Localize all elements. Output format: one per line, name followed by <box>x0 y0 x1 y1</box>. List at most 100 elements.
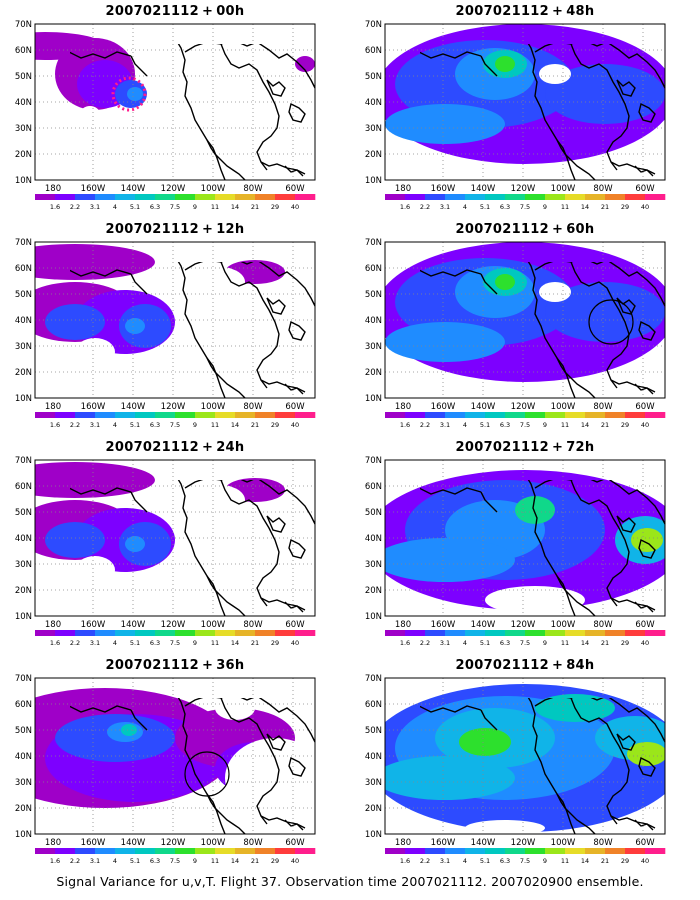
colorbar-swatch <box>605 194 626 200</box>
variance-contour <box>631 528 663 552</box>
colorbar-tick-label: 6.3 <box>150 421 160 429</box>
colorbar-tick-label: 4 <box>113 857 117 865</box>
lon-label: 100W <box>551 184 576 194</box>
no-signal-area <box>145 32 205 56</box>
lat-lon-grid <box>35 24 315 180</box>
colorbar-tick-label: 29 <box>271 857 279 865</box>
colorbar-tick-label: 3.1 <box>440 203 450 211</box>
lat-lon-grid <box>35 242 315 398</box>
map-panel-72h: 2007021112 +72h 10N 20N 30N 40N 50N 60N 70N 180 16… <box>350 440 700 658</box>
panel-time: 2007021112 <box>105 658 199 673</box>
colorbar-tick-label: 21 <box>601 203 609 211</box>
lon-label: 100W <box>201 838 226 848</box>
variance-contour <box>385 104 505 144</box>
lat-label: 20N <box>365 150 382 160</box>
coastlines <box>70 262 316 399</box>
colorbar-swatch <box>55 630 76 636</box>
variance-contour <box>385 538 515 582</box>
lat-label: 30N <box>365 124 382 134</box>
colorbar: 1.6 2.2 3.1 4 5.1 6.3 7.5 9 11 14 21 29 40 <box>385 630 666 647</box>
colorbar-tick-label: 40 <box>641 857 649 865</box>
lon-label: 160W <box>81 402 106 412</box>
variance-contour <box>35 244 155 280</box>
colorbar: 1.6 2.2 3.1 4 5.1 6.3 7.5 9 11 14 21 29 40 <box>35 630 316 647</box>
colorbar-swatch <box>275 194 296 200</box>
lon-label: 180 <box>395 184 411 194</box>
lat-label: 20N <box>365 368 382 378</box>
map-panel-36h: 2007021112 +36h 10N 20N 30N 40N 50N 60N 70N 180 16… <box>0 658 350 876</box>
panel-time: 2007021112 <box>455 440 549 455</box>
colorbar-swatch <box>115 848 136 854</box>
lat-label: 40N <box>365 534 382 544</box>
colorbar-tick-label: 4 <box>463 203 467 211</box>
colorbar-tick-label: 2.2 <box>420 639 430 647</box>
map-panel-24h: 2007021112 +24h 10N 20N 30N 40N 50N 60N 70N 180 16… <box>0 440 350 658</box>
colorbar-tick-label: 9 <box>543 639 547 647</box>
panel-time: 2007021112 <box>455 222 549 237</box>
lat-label: 10N <box>365 612 382 622</box>
colorbar-swatch <box>275 412 296 418</box>
colorbar-swatch <box>95 194 116 200</box>
lon-label: 160W <box>431 620 456 630</box>
no-signal-area <box>595 368 665 396</box>
panel-time: 2007021112 <box>105 4 199 19</box>
panel-title: 2007021112 +72h <box>350 440 700 455</box>
lon-label: 160W <box>81 620 106 630</box>
colorbar-tick-label: 2.2 <box>420 857 430 865</box>
map-frame <box>384 23 666 181</box>
verification-region-circle <box>588 299 634 345</box>
colorbar-tick-label: 7.5 <box>520 203 530 211</box>
colorbar-swatch <box>195 630 216 636</box>
lat-label: 70N <box>15 20 32 30</box>
colorbar-swatch <box>445 848 466 854</box>
lat-label: 20N <box>15 804 32 814</box>
lat-label: 70N <box>365 20 382 30</box>
colorbar-tick-label: 3.1 <box>440 639 450 647</box>
colorbar-swatch <box>625 412 646 418</box>
colorbar-swatch <box>505 194 526 200</box>
variance-map: 10N 20N 30N 40N 50N 60N 70N 180 160W 140W 120W 100W… <box>365 238 666 429</box>
panel-lead-time: 72h <box>566 440 595 455</box>
panel-title: 2007021112 +60h <box>350 222 700 237</box>
variance-contour <box>127 87 143 101</box>
lat-label: 20N <box>365 586 382 596</box>
colorbar-swatch <box>295 194 316 200</box>
verification-region-circle <box>184 751 230 797</box>
colorbar-tick-label: 11 <box>561 203 569 211</box>
colorbar-tick-label: 7.5 <box>520 639 530 647</box>
lon-label: 180 <box>395 620 411 630</box>
colorbar-tick-label: 5.1 <box>480 421 490 429</box>
colorbar-tick-label: 6.3 <box>500 421 510 429</box>
colorbar-swatch <box>425 630 446 636</box>
lat-label: 40N <box>15 316 32 326</box>
colorbar-swatch <box>235 412 256 418</box>
map-frame <box>384 241 666 399</box>
lon-label: 120W <box>511 620 536 630</box>
colorbar-swatch <box>385 848 406 854</box>
variance-map: 10N 20N 30N 40N 50N 60N 70N 180 160W 140W 120W 100W… <box>15 674 316 865</box>
colorbar-tick-label: 21 <box>601 857 609 865</box>
lon-label: 60W <box>635 620 655 630</box>
colorbar-tick-label: 14 <box>581 639 589 647</box>
colorbar-swatch <box>235 848 256 854</box>
colorbar-swatch <box>215 412 236 418</box>
colorbar-swatch <box>445 194 466 200</box>
figure-caption: Signal Variance for u,v,T. Flight 37. Ob… <box>56 874 644 889</box>
colorbar-swatch <box>175 194 196 200</box>
colorbar: 1.6 2.2 3.1 4 5.1 6.3 7.5 9 11 14 21 29 40 <box>35 412 316 429</box>
colorbar-tick-label: 40 <box>291 203 299 211</box>
panel-plus: + <box>202 440 214 455</box>
colorbar-tick-label: 21 <box>251 421 259 429</box>
variance-contour <box>385 756 515 800</box>
colorbar-swatch <box>215 630 236 636</box>
colorbar-tick-label: 4 <box>113 639 117 647</box>
lat-lon-grid <box>35 460 315 616</box>
no-signal-area <box>80 106 100 122</box>
colorbar-swatch <box>75 412 96 418</box>
panel-time: 2007021112 <box>455 658 549 673</box>
colorbar-tick-label: 2.2 <box>70 421 80 429</box>
colorbar-tick-label: 21 <box>251 857 259 865</box>
lat-label: 60N <box>15 46 32 56</box>
lon-label: 120W <box>161 184 186 194</box>
colorbar-tick-label: 21 <box>251 203 259 211</box>
